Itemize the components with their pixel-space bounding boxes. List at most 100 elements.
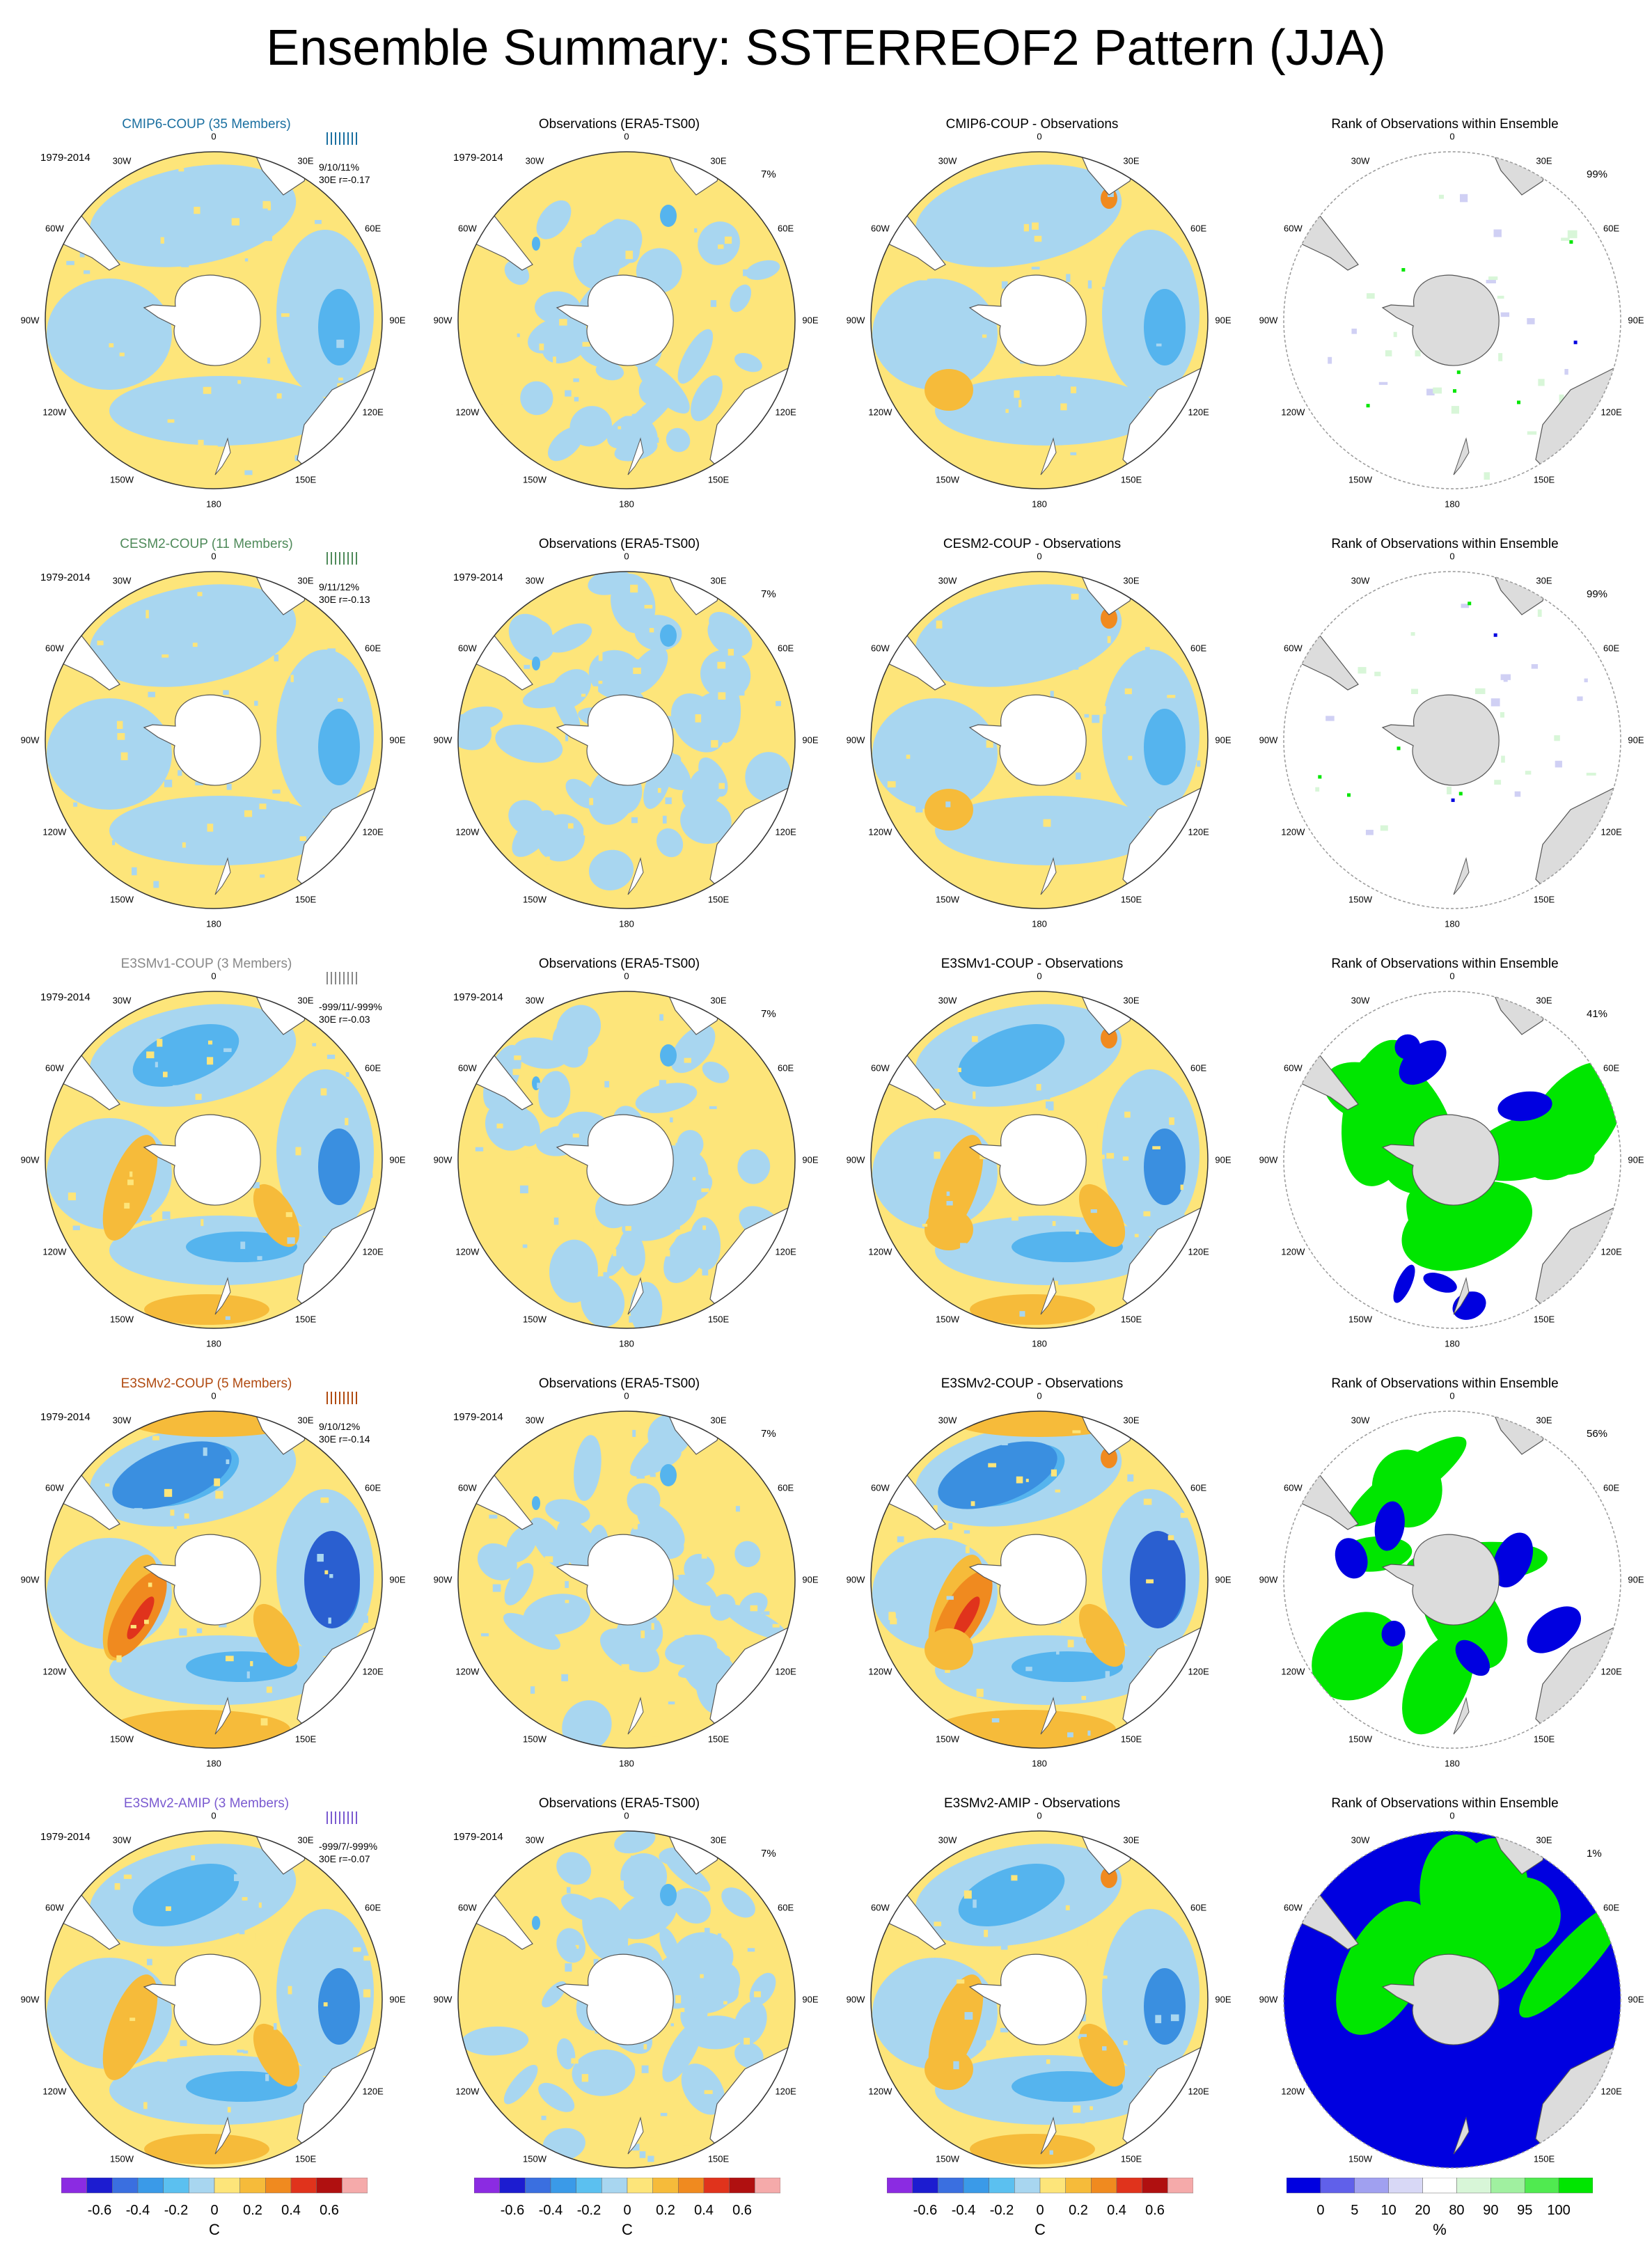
polar-map — [457, 1830, 796, 2169]
longitude-label: 60W — [45, 1482, 64, 1493]
polar-map — [457, 571, 796, 909]
colorbar-swatch — [576, 2177, 602, 2194]
colorbar-label: 0.4 — [281, 2203, 301, 2218]
colorbar-label: 0.2 — [243, 2203, 262, 2218]
longitude-label: 30E — [710, 1834, 727, 1846]
colorbar-unit: % — [1433, 2221, 1447, 2238]
period-label: 1979-2014 — [453, 1411, 503, 1423]
longitude-label: 180 — [1032, 1758, 1047, 1769]
longitude-label: 60E — [1190, 223, 1207, 234]
longitude-label: 0 — [624, 551, 629, 562]
map-panel-rank: Rank of Observations within Ensemble 41% 0… — [1238, 930, 1651, 1349]
longitude-label: 0 — [211, 131, 217, 142]
longitude-label: 60W — [457, 1902, 477, 1913]
longitude-label: 150E — [1120, 2153, 1142, 2164]
colorbar-swatch — [912, 2177, 938, 2194]
map-panel-obs: Observations (ERA5-TS00) 1979-2014 7% 0 30E 6… — [413, 930, 826, 1349]
colorbar-swatch — [1065, 2177, 1092, 2194]
longitude-label: 90W — [433, 734, 453, 746]
colorbar-swatches — [1286, 2177, 1594, 2194]
percent-label: 56% — [1587, 1428, 1608, 1440]
longitude-label: 0 — [1449, 551, 1455, 562]
colorbar-label: -0.2 — [989, 2203, 1014, 2218]
longitude-label: 150W — [1348, 474, 1372, 485]
longitude-label: 30E — [297, 155, 314, 166]
colorbar-swatches — [61, 2177, 368, 2194]
longitude-label: 30E — [297, 1834, 314, 1846]
longitude-label: 30E — [1123, 575, 1140, 586]
map-panel-model: E3SMv2-COUP (5 Members) 1979-2014 9/10/12%… — [0, 1350, 413, 1769]
longitude-label: 60W — [45, 1902, 64, 1913]
longitude-label: 120W — [42, 407, 67, 418]
colorbar-label: -0.6 — [87, 2203, 112, 2218]
longitude-label: 120E — [1600, 1666, 1622, 1677]
longitude-label: 60E — [1190, 1062, 1207, 1074]
panel-title: E3SMv2-AMIP (3 Members) — [123, 1796, 290, 1811]
colorbar-label: 0.6 — [320, 2203, 339, 2218]
longitude-label: 150W — [936, 1314, 959, 1325]
colorbar-swatch — [678, 2177, 705, 2194]
longitude-label: 60E — [778, 643, 794, 654]
stats-label: 9/10/11% — [319, 162, 360, 173]
longitude-label: 60W — [870, 1062, 890, 1074]
longitude-label: 60E — [365, 1062, 381, 1074]
longitude-label: 150W — [523, 1734, 546, 1745]
longitude-label: 90E — [802, 734, 819, 746]
correlation-label: 30E r=-0.03 — [319, 1014, 370, 1025]
longitude-label: 150E — [294, 2153, 317, 2164]
panel-title: Observations (ERA5-TS00) — [538, 1376, 700, 1391]
colorbar-swatch — [755, 2177, 781, 2194]
longitude-label: 150W — [110, 2153, 134, 2164]
longitude-label: 90W — [1259, 1994, 1278, 2005]
colorbar-label: -0.6 — [913, 2203, 938, 2218]
longitude-label: 120W — [42, 1666, 67, 1677]
longitude-label: 120E — [775, 407, 796, 418]
colorbar-swatch — [1490, 2177, 1525, 2194]
period-label: 1979-2014 — [40, 1831, 91, 1843]
panel-title: Rank of Observations within Ensemble — [1331, 1376, 1559, 1391]
longitude-label: 150W — [936, 474, 959, 485]
panel-title: Rank of Observations within Ensemble — [1331, 1796, 1559, 1811]
colorbar-label: 100 — [1547, 2203, 1571, 2218]
colorbar-swatch — [112, 2177, 139, 2194]
longitude-label: 150E — [1533, 894, 1555, 905]
longitude-label: 60W — [457, 643, 477, 654]
polar-map — [45, 552, 383, 909]
polar-map — [870, 1830, 1209, 2169]
longitude-label: 120W — [42, 2086, 67, 2097]
longitude-label: 60W — [45, 643, 64, 654]
colorbar-swatch — [342, 2177, 368, 2194]
longitude-label: 30W — [112, 1834, 132, 1846]
period-label: 1979-2014 — [453, 1831, 503, 1843]
longitude-label: 150E — [294, 1734, 317, 1745]
polar-map — [45, 972, 383, 1329]
colorbar-swatch — [163, 2177, 189, 2194]
longitude-label: 30E — [297, 995, 314, 1006]
stats-label: -999/7/-999% — [319, 1841, 378, 1852]
colorbar-swatch — [729, 2177, 755, 2194]
longitude-label: 90W — [1259, 734, 1278, 746]
longitude-label: 120E — [775, 1246, 796, 1257]
panel-title: E3SMv2-COUP (5 Members) — [120, 1376, 292, 1391]
longitude-label: 120E — [362, 1246, 384, 1257]
colorbar-swatch — [886, 2177, 913, 2194]
longitude-label: 30W — [938, 1834, 957, 1846]
panel-title: Observations (ERA5-TS00) — [538, 1796, 700, 1811]
longitude-label: 0 — [1449, 1390, 1455, 1401]
longitude-label: 60W — [870, 223, 890, 234]
longitude-label: 90E — [1215, 1574, 1232, 1585]
longitude-label: 150W — [523, 2153, 546, 2164]
map-panel-rank: Rank of Observations within Ensemble 99% 0… — [1238, 91, 1651, 510]
longitude-label: 120W — [455, 1666, 480, 1677]
longitude-label: 120E — [362, 826, 384, 838]
longitude-label: 30E — [1123, 1415, 1140, 1426]
longitude-label: 0 — [1037, 551, 1042, 562]
colorbar-label: 10 — [1380, 2203, 1397, 2218]
longitude-label: 150E — [294, 894, 317, 905]
longitude-label: 120E — [1600, 826, 1622, 838]
stats-label: 9/11/12% — [319, 581, 360, 592]
longitude-label: 120E — [1600, 407, 1622, 418]
longitude-label: 120E — [362, 1666, 384, 1677]
longitude-label: 120E — [1600, 2086, 1622, 2097]
longitude-label: 60E — [365, 1902, 381, 1913]
